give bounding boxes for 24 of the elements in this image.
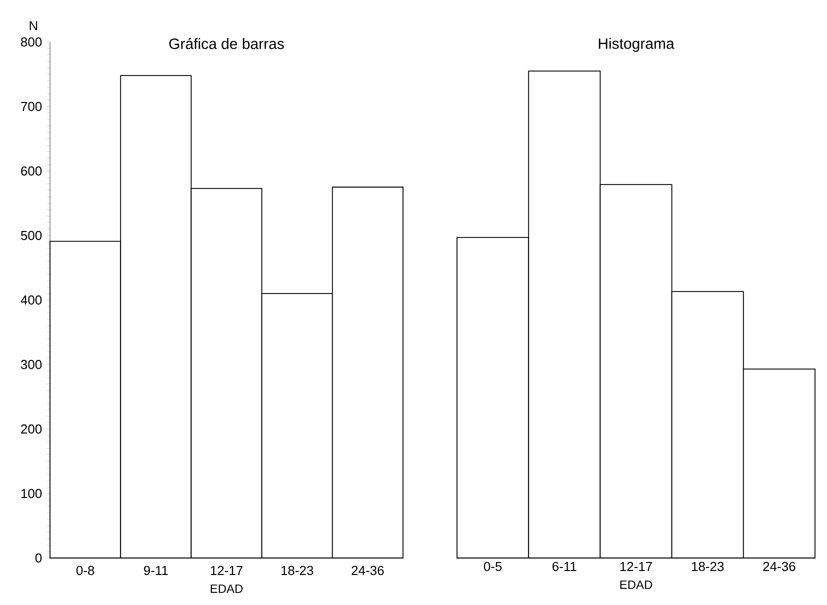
x-tick-label: 18-23 (692, 562, 724, 572)
x-tick-label: 24-36 (352, 566, 384, 576)
x-axis-title: EDAD (620, 580, 652, 589)
x-tick-label: 24-36 (763, 562, 796, 572)
y-tick-label: 200 (21, 424, 42, 434)
y-tick-label: 0 (35, 553, 42, 563)
y-tick-label: 300 (20, 360, 42, 370)
y-tick-label: 100 (21, 488, 42, 498)
y-tick-label: 500 (20, 230, 42, 240)
y-axis-title: N (30, 21, 38, 30)
y-tick-label: 400 (20, 295, 42, 305)
y-tick-label: 600 (21, 166, 42, 176)
x-tick-label: 0-8 (76, 566, 94, 576)
x-tick-label: 12-17 (210, 566, 242, 575)
x-tick-label: 0-5 (484, 562, 502, 572)
chart-title: Histograma (598, 38, 674, 52)
y-tick-label: 700 (21, 102, 42, 112)
x-axis-title: EDAD (210, 584, 243, 593)
y-tick-label: 800 (21, 37, 42, 47)
chart-title: Gráfica de barras (169, 38, 284, 50)
x-tick-label: 9-11 (144, 566, 168, 576)
x-tick-label: 12-17 (620, 562, 652, 571)
x-tick-label: 6-11 (552, 562, 576, 572)
x-tick-label: 18-23 (281, 566, 314, 576)
